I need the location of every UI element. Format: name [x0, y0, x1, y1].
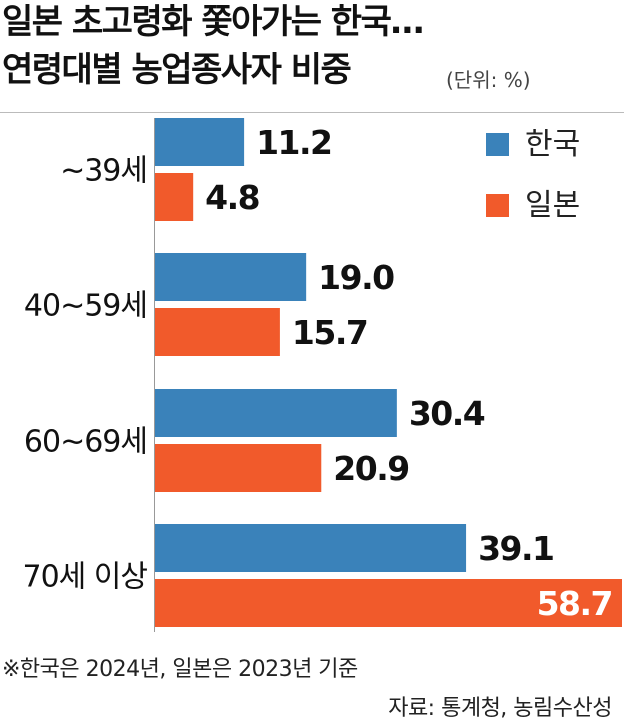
bar-korea [155, 253, 307, 301]
category-label: 40~59세 [24, 289, 147, 324]
value-label: 11.2 [256, 123, 331, 162]
category-label: 60~69세 [24, 425, 147, 460]
bar-japan [155, 173, 194, 221]
footnote: ※한국은 2024년, 일본은 2023년 기준 [2, 657, 358, 682]
category-label: 70세 이상 [22, 560, 147, 595]
bar-japan [155, 444, 322, 492]
legend-label-korea: 한국 [525, 127, 580, 162]
value-label: 15.7 [292, 313, 367, 352]
legend-label-japan: 일본 [525, 188, 580, 223]
value-label: 39.1 [478, 529, 553, 568]
value-label: 58.7 [537, 584, 612, 623]
value-label: 4.8 [205, 178, 259, 217]
bar-korea [155, 524, 467, 572]
value-label: 19.0 [318, 258, 394, 297]
bar-japan [155, 308, 280, 356]
bar-japan [155, 579, 622, 627]
source-note: 자료: 통계청, 농림수산성 [388, 696, 612, 721]
category-label: ~39세 [60, 154, 147, 189]
bar-korea [155, 389, 397, 437]
value-label: 30.4 [409, 394, 485, 433]
value-label: 20.9 [333, 449, 408, 488]
bar-korea [155, 118, 245, 166]
chart-title-line-2: 연령대별 농업종사자 비중 [2, 50, 352, 90]
chart-title-line-1: 일본 초고령화 쫓아가는 한국… [2, 2, 424, 42]
unit-label: (단위: %) [446, 68, 531, 92]
legend-swatch-japan [486, 194, 509, 217]
legend-swatch-korea [486, 133, 509, 156]
